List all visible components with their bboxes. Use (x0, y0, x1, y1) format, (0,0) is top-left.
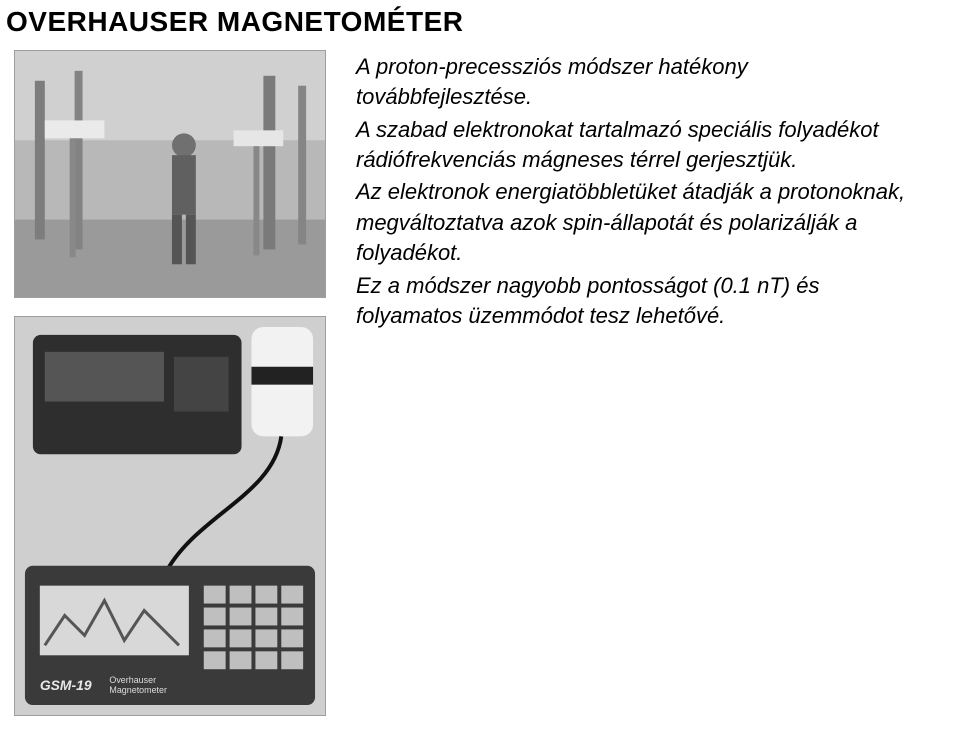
instrument-photo-svg: GSM-19 Overhauser Magnetometer (15, 317, 325, 715)
svg-text:Overhauser: Overhauser (109, 675, 156, 685)
field-photo (14, 50, 326, 298)
body-text: A proton-precessziós módszer hatékony to… (356, 52, 916, 333)
paragraph-2: A szabad elektronokat tartalmazó speciál… (356, 115, 916, 176)
field-photo-svg (15, 51, 325, 297)
svg-text:GSM-19: GSM-19 (40, 677, 92, 693)
paragraph-1: A proton-precessziós módszer hatékony to… (356, 52, 916, 113)
svg-text:Magnetometer: Magnetometer (109, 685, 167, 695)
paragraph-4: Ez a módszer nagyobb pontosságot (0.1 nT… (356, 271, 916, 332)
instrument-photo: GSM-19 Overhauser Magnetometer (14, 316, 326, 716)
page: OVERHAUSER MAGNETOMÉTER (0, 0, 960, 729)
page-title: OVERHAUSER MAGNETOMÉTER (6, 6, 463, 38)
paragraph-3: Az elektronok energiatöbbletüket átadják… (356, 177, 916, 268)
